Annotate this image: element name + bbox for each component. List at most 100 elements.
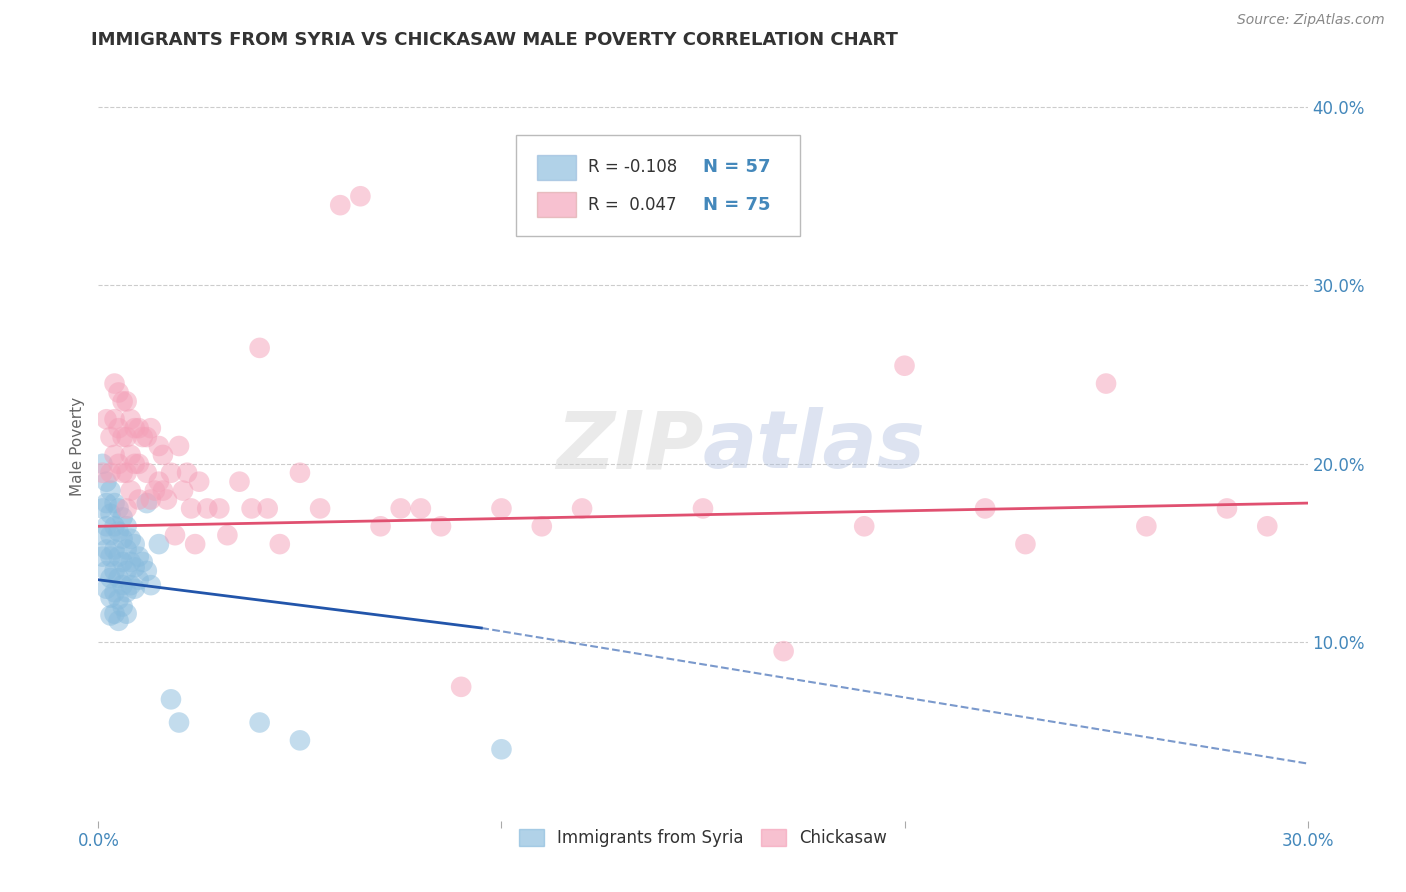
- Point: [91, 549, 114, 564]
- Point: [128, 549, 150, 564]
- Point: [228, 475, 250, 489]
- Point: [853, 519, 876, 533]
- Point: [143, 483, 166, 498]
- Point: [160, 692, 183, 706]
- Point: [172, 483, 194, 498]
- Point: [107, 614, 129, 628]
- Point: [100, 466, 122, 480]
- Point: [450, 680, 472, 694]
- Point: [1014, 537, 1036, 551]
- Point: [139, 578, 162, 592]
- Point: [100, 571, 122, 585]
- Point: [115, 564, 138, 578]
- Point: [103, 376, 125, 391]
- Point: [135, 430, 157, 444]
- Point: [120, 448, 142, 462]
- Point: [893, 359, 915, 373]
- Point: [96, 412, 118, 426]
- Point: [139, 492, 162, 507]
- Point: [249, 341, 271, 355]
- Point: [288, 466, 311, 480]
- Point: [115, 466, 138, 480]
- Point: [370, 519, 392, 533]
- Point: [288, 733, 311, 747]
- Point: [120, 483, 142, 498]
- Point: [132, 555, 155, 569]
- Point: [176, 466, 198, 480]
- Point: [115, 542, 138, 557]
- Point: [111, 555, 134, 569]
- Point: [103, 448, 125, 462]
- Point: [389, 501, 412, 516]
- Point: [103, 496, 125, 510]
- Point: [96, 475, 118, 489]
- Point: [103, 519, 125, 533]
- Point: [103, 564, 125, 578]
- Point: [139, 421, 162, 435]
- Point: [128, 421, 150, 435]
- Point: [128, 492, 150, 507]
- Point: [156, 492, 179, 507]
- Point: [96, 542, 118, 557]
- Point: [96, 496, 118, 510]
- Point: [100, 507, 122, 521]
- Point: [100, 430, 122, 444]
- Point: [132, 430, 155, 444]
- Point: [249, 715, 271, 730]
- Point: [167, 715, 190, 730]
- Point: [772, 644, 794, 658]
- Point: [188, 475, 211, 489]
- Point: [103, 412, 125, 426]
- Point: [180, 501, 202, 516]
- Point: [107, 457, 129, 471]
- FancyBboxPatch shape: [537, 192, 576, 218]
- Point: [91, 457, 114, 471]
- Text: IMMIGRANTS FROM SYRIA VS CHICKASAW MALE POVERTY CORRELATION CHART: IMMIGRANTS FROM SYRIA VS CHICKASAW MALE …: [91, 31, 898, 49]
- Point: [111, 578, 134, 592]
- Point: [124, 457, 146, 471]
- Text: N = 57: N = 57: [703, 158, 770, 177]
- Point: [148, 475, 170, 489]
- Point: [120, 555, 142, 569]
- Point: [1135, 519, 1157, 533]
- Point: [167, 439, 190, 453]
- Point: [120, 412, 142, 426]
- Point: [491, 501, 513, 516]
- Point: [409, 501, 432, 516]
- Point: [135, 496, 157, 510]
- Point: [100, 483, 122, 498]
- Point: [115, 394, 138, 409]
- Point: [115, 501, 138, 516]
- Point: [692, 501, 714, 516]
- Point: [184, 537, 207, 551]
- Point: [111, 394, 134, 409]
- Point: [148, 439, 170, 453]
- Point: [974, 501, 997, 516]
- Point: [107, 571, 129, 585]
- Point: [430, 519, 453, 533]
- Point: [103, 542, 125, 557]
- Point: [111, 510, 134, 524]
- Point: [349, 189, 371, 203]
- Point: [100, 549, 122, 564]
- Y-axis label: Male Poverty: Male Poverty: [69, 396, 84, 496]
- Point: [107, 385, 129, 400]
- Point: [240, 501, 263, 516]
- Point: [163, 528, 186, 542]
- Point: [115, 607, 138, 621]
- Point: [91, 501, 114, 516]
- Text: ZIP: ZIP: [555, 407, 703, 485]
- Point: [1095, 376, 1118, 391]
- Text: N = 75: N = 75: [703, 195, 770, 214]
- Point: [100, 608, 122, 623]
- Point: [491, 742, 513, 756]
- Point: [152, 483, 174, 498]
- Point: [120, 578, 142, 592]
- Point: [135, 564, 157, 578]
- Point: [217, 528, 239, 542]
- Point: [103, 607, 125, 621]
- Point: [571, 501, 593, 516]
- Point: [111, 466, 134, 480]
- Point: [124, 560, 146, 574]
- Point: [148, 537, 170, 551]
